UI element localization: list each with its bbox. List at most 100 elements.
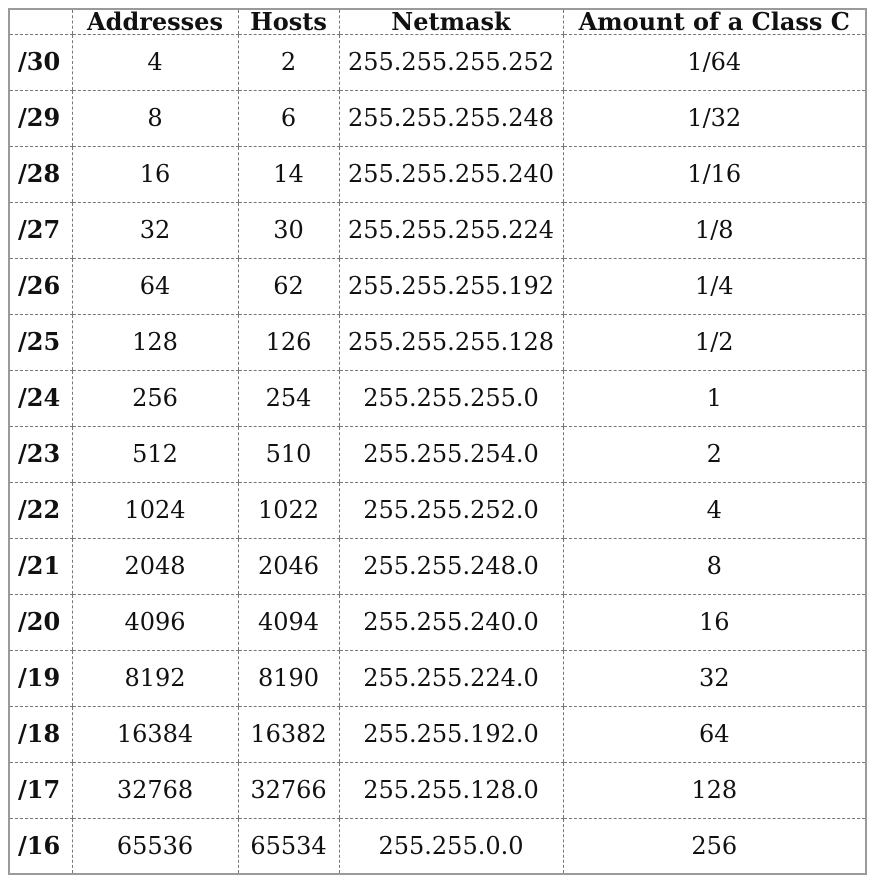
cell-addresses: 1024 bbox=[71, 482, 238, 539]
header-addresses: Addresses bbox=[71, 10, 238, 35]
cell-hosts: 16382 bbox=[237, 706, 339, 763]
cell-class-c: 256 bbox=[562, 818, 865, 873]
cell-addresses: 256 bbox=[71, 370, 238, 427]
cell-netmask: 255.255.252.0 bbox=[338, 482, 563, 539]
cell-addresses: 4096 bbox=[71, 594, 238, 651]
cell-class-c: 1/2 bbox=[562, 314, 865, 371]
header-row: Addresses Hosts Netmask Amount of a Clas… bbox=[10, 10, 865, 35]
cell-hosts: 14 bbox=[237, 146, 339, 203]
cell-addresses: 4 bbox=[71, 34, 238, 91]
cell-hosts: 1022 bbox=[237, 482, 339, 539]
table-row: /28 16 14 255.255.255.240 1/16 bbox=[10, 146, 865, 203]
cell-hosts: 254 bbox=[237, 370, 339, 427]
cell-hosts: 126 bbox=[237, 314, 339, 371]
cell-hosts: 32766 bbox=[237, 762, 339, 819]
cell-netmask: 255.255.240.0 bbox=[338, 594, 563, 651]
cell-prefix: /16 bbox=[18, 830, 61, 860]
cell-addresses: 128 bbox=[71, 314, 238, 371]
cell-addresses: 32 bbox=[71, 202, 238, 259]
cell-class-c: 1 bbox=[562, 370, 865, 427]
cell-addresses: 16384 bbox=[71, 706, 238, 763]
table-row: /16 65536 65534 255.255.0.0 256 bbox=[10, 818, 865, 873]
cell-prefix: /20 bbox=[10, 594, 72, 651]
table-row: /25 128 126 255.255.255.128 1/2 bbox=[10, 314, 865, 371]
cell-hosts: 65534 bbox=[237, 818, 339, 873]
cell-netmask: 255.255.255.128 bbox=[338, 314, 563, 371]
cell-hosts: 6 bbox=[237, 90, 339, 147]
table-row: /20 4096 4094 255.255.240.0 16 bbox=[10, 594, 865, 651]
cell-netmask: 255.255.255.0 bbox=[338, 370, 563, 427]
cell-prefix: /24 bbox=[10, 370, 72, 427]
header-prefix bbox=[10, 10, 72, 35]
cell-addresses: 65536 bbox=[71, 818, 238, 873]
cell-netmask: 255.255.0.0 bbox=[338, 818, 563, 873]
cell-hosts: 30 bbox=[237, 202, 339, 259]
cell-addresses: 8 bbox=[71, 90, 238, 147]
cell-addresses: 64 bbox=[71, 258, 238, 315]
cell-addresses: 2048 bbox=[71, 538, 238, 595]
cell-class-c: 1/64 bbox=[562, 34, 865, 91]
cell-netmask: 255.255.128.0 bbox=[338, 762, 563, 819]
cell-hosts: 4094 bbox=[237, 594, 339, 651]
cell-prefix: /19 bbox=[10, 650, 72, 707]
cell-prefix: /30 bbox=[10, 34, 72, 91]
cell-prefix: /21 bbox=[10, 538, 72, 595]
cell-class-c: 128 bbox=[562, 762, 865, 819]
table-row: /26 64 62 255.255.255.192 1/4 bbox=[10, 258, 865, 315]
table-row: /29 8 6 255.255.255.248 1/32 bbox=[10, 90, 865, 147]
cell-class-c: 32 bbox=[562, 650, 865, 707]
table-row: /21 2048 2046 255.255.248.0 8 bbox=[10, 538, 865, 595]
cell-netmask: 255.255.192.0 bbox=[338, 706, 563, 763]
cell-prefix: /27 bbox=[10, 202, 72, 259]
table-row: /17 32768 32766 255.255.128.0 128 bbox=[10, 762, 865, 819]
cell-prefix: /25 bbox=[10, 314, 72, 371]
table-row: /22 1024 1022 255.255.252.0 4 bbox=[10, 482, 865, 539]
cell-prefix: /22 bbox=[10, 482, 72, 539]
table-row: /24 256 254 255.255.255.0 1 bbox=[10, 370, 865, 427]
cell-netmask: 255.255.255.248 bbox=[338, 90, 563, 147]
cell-netmask: 255.255.224.0 bbox=[338, 650, 563, 707]
cell-class-c: 1/16 bbox=[562, 146, 865, 203]
cell-prefix: /17 bbox=[10, 762, 72, 819]
table-row: /23 512 510 255.255.254.0 2 bbox=[10, 426, 865, 483]
cell-netmask: 255.255.254.0 bbox=[338, 426, 563, 483]
table-row: /30 4 2 255.255.255.252 1/64 bbox=[10, 34, 865, 91]
cell-class-c: 16 bbox=[562, 594, 865, 651]
cell-netmask: 255.255.255.240 bbox=[338, 146, 563, 203]
cell-netmask: 255.255.255.224 bbox=[338, 202, 563, 259]
cell-class-c: 1/8 bbox=[562, 202, 865, 259]
cell-netmask: 255.255.255.192 bbox=[338, 258, 563, 315]
cell-class-c: 1/32 bbox=[562, 90, 865, 147]
cell-hosts: 2046 bbox=[237, 538, 339, 595]
cell-netmask: 255.255.255.252 bbox=[338, 34, 563, 91]
cell-addresses: 16 bbox=[71, 146, 238, 203]
cell-class-c: 64 bbox=[562, 706, 865, 763]
table-row: /19 8192 8190 255.255.224.0 32 bbox=[10, 650, 865, 707]
cell-class-c: 8 bbox=[562, 538, 865, 595]
cell-addresses: 512 bbox=[71, 426, 238, 483]
header-class-c: Amount of a Class C bbox=[562, 10, 865, 35]
cell-hosts: 8190 bbox=[237, 650, 339, 707]
header-hosts: Hosts bbox=[237, 10, 339, 35]
cell-addresses: 8192 bbox=[71, 650, 238, 707]
subnet-table-container: Addresses Hosts Netmask Amount of a Clas… bbox=[8, 8, 867, 875]
table-header: Addresses Hosts Netmask Amount of a Clas… bbox=[10, 10, 865, 35]
table-row: /27 32 30 255.255.255.224 1/8 bbox=[10, 202, 865, 259]
header-netmask: Netmask bbox=[338, 10, 563, 35]
cell-class-c: 1/4 bbox=[562, 258, 865, 315]
cell-hosts: 62 bbox=[237, 258, 339, 315]
cell-hosts: 510 bbox=[237, 426, 339, 483]
cell-netmask: 255.255.248.0 bbox=[338, 538, 563, 595]
cell-class-c: 2 bbox=[562, 426, 865, 483]
cell-hosts: 2 bbox=[237, 34, 339, 91]
cell-prefix: /18 bbox=[10, 706, 72, 763]
cell-prefix: /29 bbox=[10, 90, 72, 147]
cell-class-c: 4 bbox=[562, 482, 865, 539]
table-body: /30 4 2 255.255.255.252 1/64/29 8 6 255.255.255… bbox=[10, 34, 865, 873]
cell-addresses: 32768 bbox=[71, 762, 238, 819]
cell-prefix: /26 bbox=[10, 258, 72, 315]
table-row: /18 16384 16382 255.255.192.0 64 bbox=[10, 706, 865, 763]
cell-prefix: /23 bbox=[10, 426, 72, 483]
subnet-table: Addresses Hosts Netmask Amount of a Clas… bbox=[10, 10, 865, 873]
cell-prefix: /28 bbox=[10, 146, 72, 203]
